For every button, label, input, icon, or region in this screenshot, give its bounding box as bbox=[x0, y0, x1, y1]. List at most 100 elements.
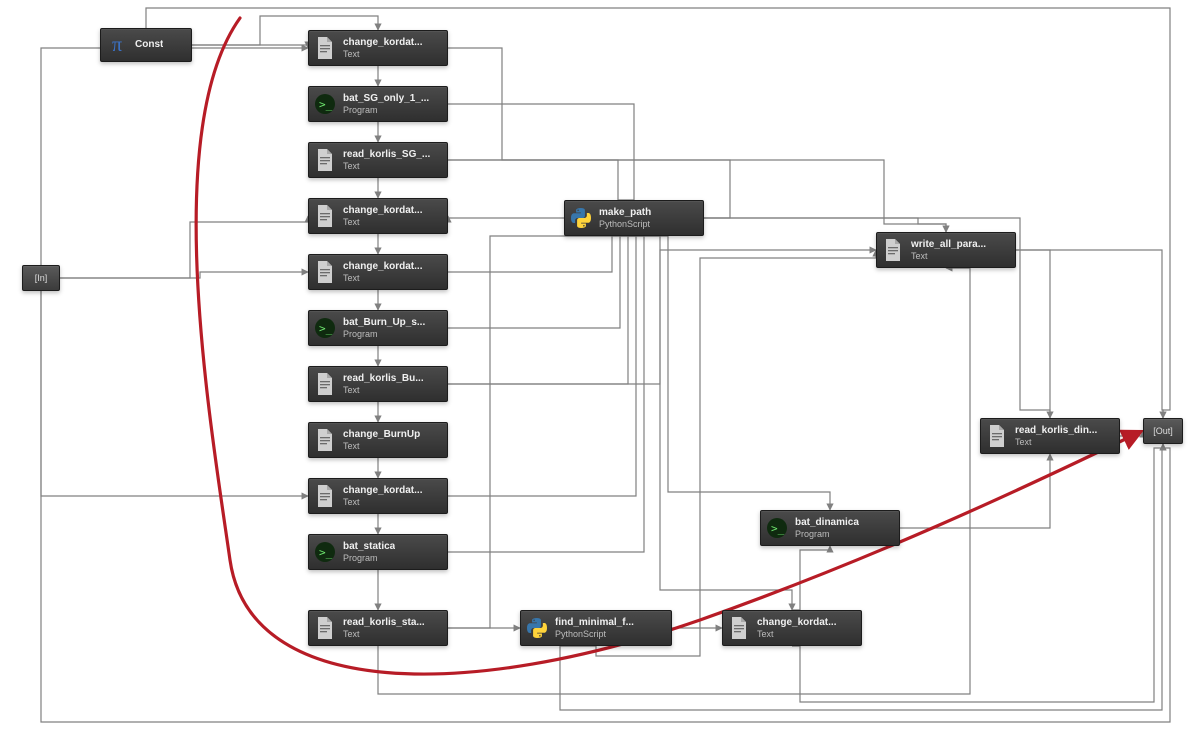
node-makepath[interactable]: make_pathPythonScript bbox=[564, 200, 704, 236]
node-title: bat_SG_only_1_... bbox=[343, 93, 429, 105]
edge-makepath-batdin bbox=[634, 236, 830, 510]
node-title: change_BurnUp bbox=[343, 429, 420, 441]
document-icon bbox=[313, 36, 337, 60]
svg-text:>_: >_ bbox=[319, 546, 333, 559]
node-subtitle: Text bbox=[343, 217, 422, 227]
node-const[interactable]: π Const bbox=[100, 28, 192, 62]
node-in[interactable]: [In] bbox=[22, 265, 60, 291]
node-s2[interactable]: >_bat_SG_only_1_...Program bbox=[308, 86, 448, 122]
node-s3[interactable]: read_korlis_SG_...Text bbox=[308, 142, 448, 178]
node-s11[interactable]: read_korlis_sta...Text bbox=[308, 610, 448, 646]
node-chkord2[interactable]: change_kordat...Text bbox=[722, 610, 862, 646]
svg-text:>_: >_ bbox=[319, 98, 333, 111]
node-s8[interactable]: change_BurnUpText bbox=[308, 422, 448, 458]
edge-makepath-s4 bbox=[448, 216, 564, 218]
node-text: change_kordat...Text bbox=[757, 617, 836, 639]
edge-makepath-s9 bbox=[448, 236, 636, 496]
node-subtitle: Text bbox=[1015, 437, 1097, 447]
edge-in-s4 bbox=[60, 216, 308, 278]
edge-in-s9 bbox=[41, 291, 308, 496]
node-out[interactable]: [Out] bbox=[1143, 418, 1183, 444]
document-icon bbox=[313, 260, 337, 284]
edge-s7-writeall bbox=[448, 250, 876, 384]
document-icon bbox=[727, 616, 751, 640]
edge-in-s1 bbox=[41, 48, 308, 265]
node-batdin[interactable]: >_bat_dinamicaProgram bbox=[760, 510, 900, 546]
document-icon bbox=[881, 238, 905, 262]
node-text: change_BurnUpText bbox=[343, 429, 420, 451]
node-findmin[interactable]: find_minimal_f...PythonScript bbox=[520, 610, 672, 646]
node-subtitle: Program bbox=[343, 553, 395, 563]
edge-in-s5 bbox=[60, 272, 308, 278]
node-title: change_kordat... bbox=[343, 37, 422, 49]
node-text: find_minimal_f...PythonScript bbox=[555, 617, 634, 639]
node-title: read_korlis_sta... bbox=[343, 617, 425, 629]
node-title: change_kordat... bbox=[343, 205, 422, 217]
node-text: write_all_para...Text bbox=[911, 239, 986, 261]
node-s6[interactable]: >_ bat_Burn_Up_s...Program bbox=[308, 310, 448, 346]
node-title: make_path bbox=[599, 207, 651, 219]
edge-writeall-out bbox=[1016, 250, 1163, 418]
pi-icon: π bbox=[105, 33, 129, 57]
svg-text:>_: >_ bbox=[319, 322, 333, 335]
node-subtitle: Text bbox=[757, 629, 836, 639]
node-title: write_all_para... bbox=[911, 239, 986, 251]
edge-findmin-writeall bbox=[596, 250, 876, 656]
node-subtitle: Program bbox=[343, 329, 425, 339]
python-icon bbox=[569, 206, 593, 230]
node-subtitle: Text bbox=[343, 629, 425, 639]
node-s10[interactable]: >_ bat_staticaProgram bbox=[308, 534, 448, 570]
program-icon: >_ bbox=[313, 92, 337, 116]
node-title: Const bbox=[135, 39, 163, 51]
node-title: bat_dinamica bbox=[795, 517, 859, 529]
node-title: bat_Burn_Up_s... bbox=[343, 317, 425, 329]
document-icon bbox=[313, 428, 337, 452]
node-writeall[interactable]: write_all_para...Text bbox=[876, 232, 1016, 268]
workflow-canvas: [In][Out]πConstchange_kordat...Text>_bat… bbox=[0, 0, 1200, 734]
node-text: change_kordat...Text bbox=[343, 37, 422, 59]
node-label: [Out] bbox=[1153, 426, 1173, 436]
node-title: read_korlis_din... bbox=[1015, 425, 1097, 437]
node-text: bat_Burn_Up_s...Program bbox=[343, 317, 425, 339]
edge-makepath-s7 bbox=[448, 236, 634, 384]
node-subtitle: PythonScript bbox=[599, 219, 651, 229]
node-title: change_kordat... bbox=[757, 617, 836, 629]
node-s4[interactable]: change_kordat...Text bbox=[308, 198, 448, 234]
node-title: bat_statica bbox=[343, 541, 395, 553]
edge-makepath-s1 bbox=[448, 48, 730, 218]
node-text: bat_staticaProgram bbox=[343, 541, 395, 563]
edge-readdin-out bbox=[1120, 431, 1143, 436]
python-icon bbox=[525, 616, 549, 640]
node-subtitle: Text bbox=[343, 497, 422, 507]
edge-chkord2-batdin bbox=[792, 546, 830, 610]
node-s7[interactable]: read_korlis_Bu...Text bbox=[308, 366, 448, 402]
node-title: change_kordat... bbox=[343, 485, 422, 497]
node-title: read_korlis_SG_... bbox=[343, 149, 430, 161]
program-icon: >_ bbox=[765, 516, 789, 540]
node-text: read_korlis_sta...Text bbox=[343, 617, 425, 639]
node-title: change_kordat... bbox=[343, 261, 422, 273]
edge-chkord2-out bbox=[792, 444, 1163, 702]
edge-makepath-s3 bbox=[448, 160, 634, 200]
node-s1[interactable]: change_kordat...Text bbox=[308, 30, 448, 66]
edge-const-s1 bbox=[192, 45, 308, 48]
node-subtitle: Text bbox=[343, 161, 430, 171]
node-text: Const bbox=[135, 39, 163, 51]
program-icon: >_ bbox=[313, 540, 337, 564]
node-text: read_korlis_din...Text bbox=[1015, 425, 1097, 447]
node-readdin[interactable]: read_korlis_din...Text bbox=[980, 418, 1120, 454]
edge-makepath-writeall bbox=[704, 218, 946, 232]
svg-text:>_: >_ bbox=[771, 522, 785, 535]
node-s5[interactable]: change_kordat...Text bbox=[308, 254, 448, 290]
edge-makepath-s6 bbox=[448, 236, 634, 328]
edge-makepath-s2 bbox=[448, 104, 634, 200]
node-s9[interactable]: change_kordat...Text bbox=[308, 478, 448, 514]
document-icon bbox=[985, 424, 1009, 448]
edge-makepath-s11 bbox=[448, 236, 634, 628]
program-icon: >_ bbox=[313, 316, 337, 340]
node-title: find_minimal_f... bbox=[555, 617, 634, 629]
document-icon bbox=[313, 372, 337, 396]
edge-makepath-chkord2 bbox=[634, 236, 792, 610]
node-subtitle: Text bbox=[343, 273, 422, 283]
edge-makepath-s5 bbox=[448, 236, 634, 272]
